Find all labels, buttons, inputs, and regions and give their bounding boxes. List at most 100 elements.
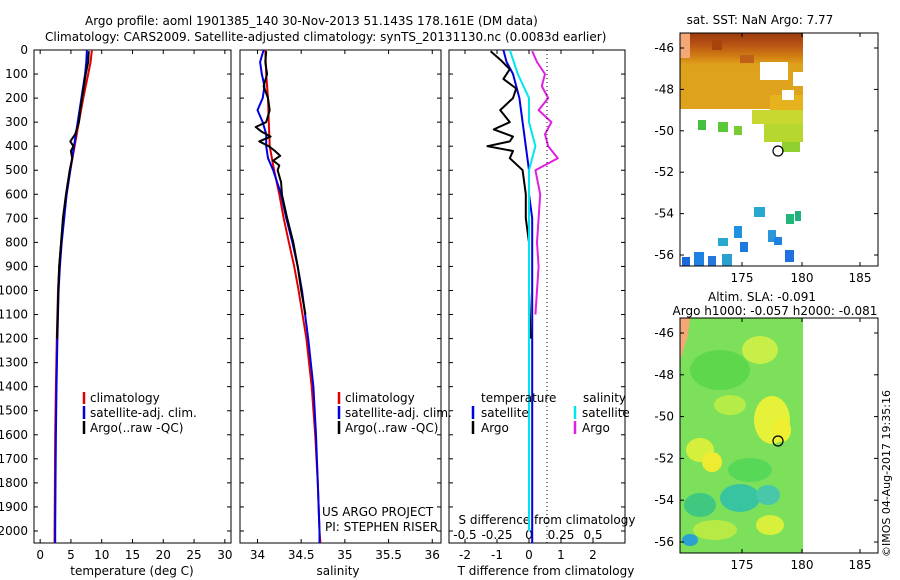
depth-tick-label: 200: [5, 91, 28, 105]
figure-title-line2: Climatology: CARS2009. Satellite-adjuste…: [45, 30, 606, 44]
x-tick-label: 0: [525, 548, 533, 562]
series-line-t-argo: [486, 50, 532, 339]
depth-tick-label: 1900: [0, 500, 28, 514]
legend-label-climatology: climatology: [90, 391, 160, 405]
map-y-tick-label: -54: [654, 207, 674, 221]
series-line-argo-raw-qc-: [56, 51, 90, 339]
x-tick-label: -1: [491, 548, 503, 562]
legend-label-satellite: satellite-adj. clim.: [90, 406, 197, 420]
x-tick-label: 30: [217, 548, 232, 562]
series-line-climatology: [53, 50, 93, 543]
legend-label-climatology: climatology: [345, 391, 415, 405]
x-tick-label: 1: [557, 548, 565, 562]
map-y-tick-label: -54: [654, 493, 674, 507]
depth-tick-label: 2000: [0, 524, 28, 538]
depth-tick-label: 1800: [0, 476, 28, 490]
map-x-tick-label: 185: [849, 271, 872, 285]
depth-tick-label: 1500: [0, 404, 28, 418]
depth-tick-label: 900: [5, 259, 28, 273]
legend-label-s-satellite: satellite: [582, 406, 630, 420]
top-x-tick-label: 0.25: [548, 528, 575, 542]
depth-tick-label: 1200: [0, 332, 28, 346]
project-annotation: US ARGO PROJECT: [322, 505, 434, 519]
sst-float-marker: [772, 145, 784, 157]
x-tick-label: 2: [589, 548, 597, 562]
x-tick-label: 15: [125, 548, 140, 562]
x-tick-label: 35: [337, 548, 352, 562]
temperature-series: [53, 50, 93, 543]
sla-map-title: Altim. SLA: -0.091: [708, 290, 816, 304]
legend-title-salinity: salinity: [583, 391, 626, 405]
map-x-tick-label: 175: [731, 558, 754, 572]
difference-legend: temperature salinity satellite Argo sate…: [471, 391, 630, 435]
top-x-tick-label: -0.5: [453, 528, 476, 542]
map-y-tick-label: -52: [654, 451, 674, 465]
depth-tick-label: 1100: [0, 308, 28, 322]
depth-tick-label: 100: [5, 67, 28, 81]
salinity-legend: climatology satellite-adj. clim. Argo(..…: [337, 391, 452, 435]
legend-label-satellite: satellite-adj. clim.: [345, 406, 452, 420]
salinity-axes: [239, 49, 442, 544]
map-y-tick-label: -48: [654, 82, 674, 96]
map-x-tick-label: 175: [731, 271, 754, 285]
temperature-xlabel: temperature (deg C): [70, 564, 193, 578]
depth-tick-label: 0: [20, 43, 28, 57]
temperature-axes: [33, 49, 232, 544]
series-line-s-satellite: [508, 50, 537, 531]
sla-map-frame: [679, 317, 879, 554]
sla-float-marker: [772, 435, 784, 447]
sla-map-subtitle: Argo h1000: -0.057 h2000: -0.081: [673, 304, 878, 318]
imos-stamp: ©IMOS 04-Aug-2017 19:35:16: [880, 390, 893, 557]
x-tick-label: 34: [250, 548, 265, 562]
top-x-tick-label: 0.5: [583, 528, 602, 542]
series-line-s-argo: [531, 50, 559, 315]
figure-title-line1: Argo profile: aoml 1901385_140 30-Nov-20…: [85, 14, 538, 28]
map-y-tick-label: -48: [654, 368, 674, 382]
difference-xlabel-top: S difference from climatology: [459, 513, 636, 527]
sla-map-ticks: 175 180 185 -46 -48 -50 -52 -54 -56: [654, 318, 878, 572]
series-line-satellite-adj-clim-: [256, 50, 321, 543]
legend-label-t-satellite: satellite: [481, 406, 529, 420]
sst-map-ticks: 175 180 185 -46 -48 -50 -52 -54 -56: [654, 33, 878, 285]
x-tick-label: 10: [94, 548, 109, 562]
map-y-tick-label: -52: [654, 165, 674, 179]
difference-xlabel-bottom: T difference from climatology: [457, 564, 635, 578]
series-line-satellite-adj-clim-: [54, 50, 88, 543]
sla-map-field: [680, 318, 803, 553]
depth-tick-label: 1400: [0, 380, 28, 394]
sst-map-title: sat. SST: NaN Argo: 7.77: [687, 13, 834, 27]
difference-axes: [448, 49, 626, 544]
depth-tick-label: 1000: [0, 283, 28, 297]
map-y-tick-label: -46: [654, 326, 674, 340]
depth-tick-label: 700: [5, 211, 28, 225]
difference-series: [486, 50, 559, 543]
map-x-tick-label: 185: [849, 558, 872, 572]
depth-tick-label: 1600: [0, 428, 28, 442]
pi-annotation: PI: STEPHEN RISER: [325, 520, 438, 534]
x-tick-label: 36: [425, 548, 440, 562]
depth-tick-label: 400: [5, 139, 28, 153]
depth-tick-label: 500: [5, 163, 28, 177]
salinity-series: [254, 50, 322, 543]
map-y-tick-label: -50: [654, 410, 674, 424]
x-tick-label: 5: [67, 548, 75, 562]
top-x-tick-label: -0.25: [481, 528, 512, 542]
x-tick-label: 20: [156, 548, 171, 562]
legend-label-argo: Argo(..raw -QC): [345, 421, 438, 435]
x-tick-label: 25: [186, 548, 201, 562]
map-y-tick-label: -56: [654, 248, 674, 262]
series-line-argo-raw-qc-: [254, 51, 307, 315]
legend-title-temperature: temperature: [481, 391, 556, 405]
legend-label-t-argo: Argo: [481, 421, 509, 435]
sst-map-frame: [679, 32, 879, 267]
depth-tick-label: 1300: [0, 356, 28, 370]
salinity-xlabel: salinity: [316, 564, 359, 578]
legend-label-argo: Argo(..raw -QC): [90, 421, 183, 435]
map-y-tick-label: -56: [654, 535, 674, 549]
series-line-climatology: [264, 50, 322, 543]
x-tick-label: 0: [36, 548, 44, 562]
map-x-tick-label: 180: [791, 558, 814, 572]
depth-tick-label: 300: [5, 115, 28, 129]
depth-tick-label: 600: [5, 187, 28, 201]
